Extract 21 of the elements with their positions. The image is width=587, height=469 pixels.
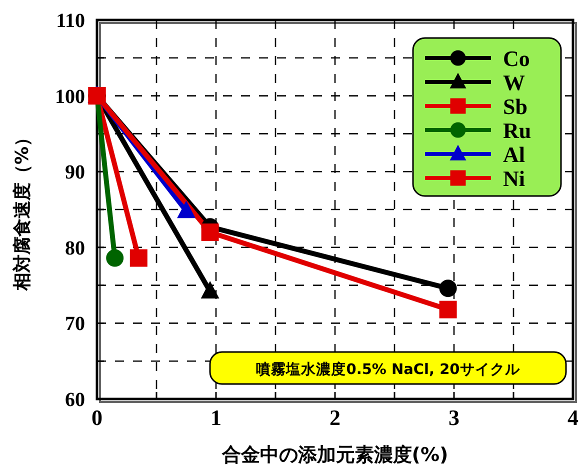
legend-label: Al [503, 142, 525, 167]
annotation: 噴霧塩水濃度0.5% NaCl, 20サイクル [256, 360, 521, 378]
x-tick-label: 2 [330, 405, 340, 430]
y-tick-label: 60 [65, 389, 85, 411]
y-tick-label: 100 [55, 86, 85, 108]
legend-label: Ni [503, 166, 525, 191]
legend-label: W [503, 70, 525, 95]
legend-label: Sb [503, 94, 528, 119]
y-tick-label: 110 [56, 10, 85, 32]
y-tick-label: 90 [65, 162, 85, 184]
legend-label: Co [503, 46, 530, 71]
x-tick-label: 1 [210, 405, 222, 430]
y-axis-title: 相対腐食速度（%） [12, 128, 33, 292]
legend-label: Ru [503, 118, 532, 143]
x-axis-title: 合金中の添加元素濃度(%) [220, 444, 448, 466]
y-tick-label: 80 [65, 237, 85, 260]
y-tick-label: 70 [65, 313, 85, 336]
x-tick-label: 0 [92, 405, 102, 430]
x-tick-label: 3 [448, 405, 460, 430]
annotation: 噴霧塩水濃度0.5% NaCl, 20サイクル [209, 351, 567, 385]
x-tick-label: 4 [568, 405, 578, 430]
